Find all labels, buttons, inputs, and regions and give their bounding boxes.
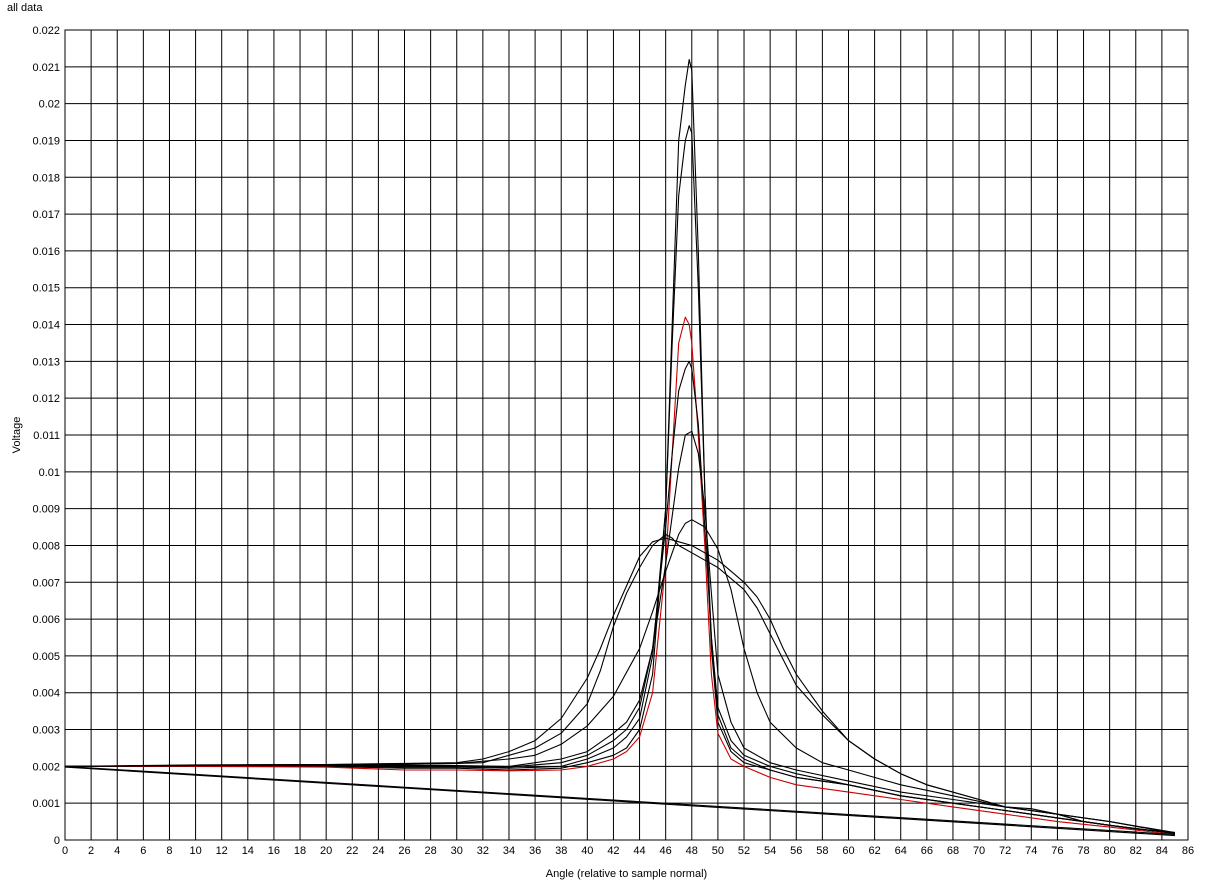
x-tick-label: 12 bbox=[216, 845, 228, 857]
x-tick-label: 40 bbox=[581, 845, 593, 857]
y-tick-label: 0.009 bbox=[32, 504, 60, 516]
y-tick-label: 0.008 bbox=[32, 540, 60, 552]
x-tick-labels: 0 2 4 6 8 10 12 14 16 18 20 22 24 26 28 30 32 34 36 38 40 42 4… bbox=[62, 845, 1194, 857]
y-tick-label: 0.004 bbox=[32, 688, 60, 700]
x-tick-label: 10 bbox=[189, 845, 201, 857]
y-tick-label: 0.017 bbox=[32, 209, 60, 221]
series-line-9 bbox=[64, 765, 1175, 836]
series-line-8 bbox=[64, 533, 1175, 834]
x-tick-label: 38 bbox=[555, 845, 567, 857]
x-tick-label: 46 bbox=[660, 845, 672, 857]
y-tick-label: 0.001 bbox=[32, 798, 60, 810]
x-tick-label: 74 bbox=[1025, 845, 1037, 857]
x-tick-label: 0 bbox=[62, 845, 68, 857]
x-tick-label: 32 bbox=[477, 845, 489, 857]
y-tick-label: 0.02 bbox=[39, 99, 60, 111]
x-tick-label: 72 bbox=[999, 845, 1011, 857]
y-tick-label: 0.016 bbox=[32, 246, 60, 258]
series-line-1 bbox=[64, 58, 1175, 834]
y-tick-label: 0.019 bbox=[32, 135, 60, 147]
x-tick-label: 48 bbox=[686, 845, 698, 857]
y-tick-label: 0.022 bbox=[32, 25, 60, 37]
y-tick-label: 0.011 bbox=[33, 430, 60, 442]
x-tick-label: 58 bbox=[816, 845, 828, 857]
y-tick-label: 0.007 bbox=[32, 577, 60, 589]
x-tick-label: 24 bbox=[372, 845, 384, 857]
x-tick-label: 28 bbox=[425, 845, 437, 857]
x-tick-label: 14 bbox=[242, 845, 254, 857]
y-tick-labels: 0 0.001 0.002 0.003 0.004 0.005 0.006 0.007 0.00… bbox=[32, 25, 60, 847]
y-tick-label: 0.003 bbox=[32, 725, 60, 737]
y-tick-label: 0.018 bbox=[32, 172, 60, 184]
x-tick-label: 8 bbox=[166, 845, 172, 857]
x-tick-label: 70 bbox=[973, 845, 985, 857]
x-tick-label: 4 bbox=[114, 845, 120, 857]
x-tick-label: 84 bbox=[1156, 845, 1168, 857]
x-tick-label: 56 bbox=[790, 845, 802, 857]
series-line-6 bbox=[64, 519, 1175, 834]
y-tick-label: 0.005 bbox=[32, 651, 60, 663]
x-tick-label: 64 bbox=[895, 845, 907, 857]
x-tick-label: 36 bbox=[529, 845, 541, 857]
series-line-5 bbox=[64, 430, 1175, 834]
series-line-3 bbox=[65, 316, 1175, 836]
x-tick-label: 34 bbox=[503, 845, 515, 857]
x-axis-label: Angle (relative to sample normal) bbox=[546, 868, 707, 880]
x-tick-label: 20 bbox=[320, 845, 332, 857]
x-tick-label: 26 bbox=[398, 845, 410, 857]
x-tick-label: 42 bbox=[607, 845, 619, 857]
chart-title: all data bbox=[7, 2, 43, 14]
y-tick-label: 0.01 bbox=[39, 467, 60, 479]
x-tick-label: 78 bbox=[1077, 845, 1089, 857]
x-tick-label: 62 bbox=[868, 845, 880, 857]
x-tick-label: 2 bbox=[88, 845, 94, 857]
y-tick-label: 0.014 bbox=[32, 320, 60, 332]
x-tick-label: 22 bbox=[346, 845, 358, 857]
x-tick-label: 68 bbox=[947, 845, 959, 857]
x-tick-label: 80 bbox=[1104, 845, 1116, 857]
grid-horizontal-lines bbox=[65, 29, 1188, 841]
y-tick-label: 0 bbox=[54, 835, 60, 847]
x-tick-label: 82 bbox=[1130, 845, 1142, 857]
y-tick-label: 0.015 bbox=[32, 283, 60, 295]
series-layer bbox=[64, 58, 1175, 837]
x-tick-label: 60 bbox=[842, 845, 854, 857]
x-tick-label: 50 bbox=[712, 845, 724, 857]
y-tick-label: 0.006 bbox=[32, 614, 60, 626]
x-tick-label: 44 bbox=[633, 845, 645, 857]
x-tick-label: 76 bbox=[1051, 845, 1063, 857]
x-tick-label: 16 bbox=[268, 845, 280, 857]
y-tick-label: 0.012 bbox=[32, 393, 60, 405]
x-tick-label: 30 bbox=[451, 845, 463, 857]
y-tick-label: 0.013 bbox=[32, 356, 60, 368]
x-tick-label: 54 bbox=[764, 845, 776, 857]
series-line-4 bbox=[64, 360, 1175, 834]
x-tick-label: 66 bbox=[921, 845, 933, 857]
x-tick-label: 6 bbox=[140, 845, 146, 857]
plot-frame bbox=[64, 29, 1189, 841]
y-axis-label: Voltage bbox=[11, 417, 23, 454]
x-tick-label: 18 bbox=[294, 845, 306, 857]
y-tick-label: 0.021 bbox=[32, 62, 60, 74]
x-tick-label: 86 bbox=[1182, 845, 1194, 857]
series-line-10 bbox=[64, 766, 1175, 837]
x-tick-label: 52 bbox=[738, 845, 750, 857]
y-tick-label: 0.002 bbox=[32, 761, 60, 773]
